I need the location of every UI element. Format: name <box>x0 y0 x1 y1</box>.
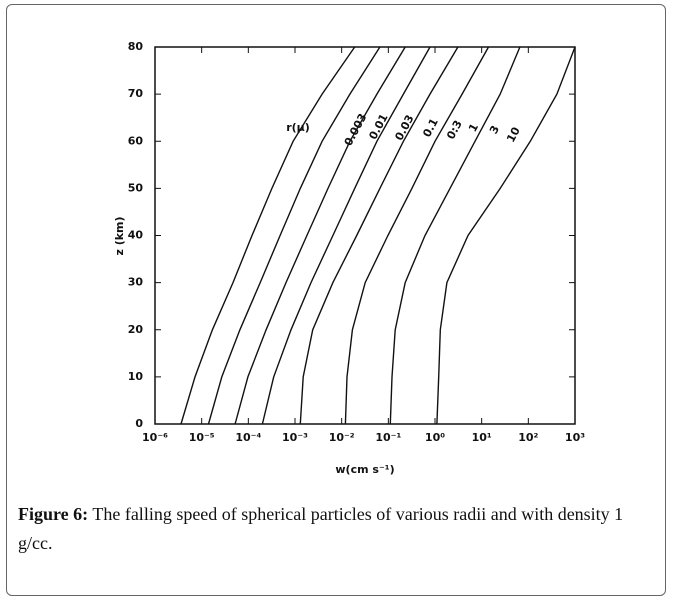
y-tick-label: 40 <box>128 229 144 242</box>
caption-text: The falling speed of spherical particles… <box>18 504 624 553</box>
y-tick-label: 30 <box>128 276 144 289</box>
curve-label: 1 <box>466 121 481 134</box>
x-tick-label: 10⁻² <box>329 431 355 444</box>
y-tick-label: 70 <box>128 87 144 100</box>
y-tick-label: 60 <box>128 134 144 147</box>
curve <box>207 46 381 425</box>
curve <box>234 46 406 425</box>
plot-frame <box>154 46 576 425</box>
curve-label: 0.003 <box>342 111 370 148</box>
y-tick-label: 50 <box>128 181 144 194</box>
caption-label: Figure 6: <box>18 504 89 524</box>
x-tick-label: 10⁻¹ <box>375 431 401 444</box>
x-tick-label: 10¹ <box>472 431 492 444</box>
curve <box>299 46 459 425</box>
y-tick-label: 10 <box>128 370 144 383</box>
curve <box>436 46 576 425</box>
x-tick-label: 10⁻⁴ <box>235 431 261 444</box>
caption: Figure 6: The falling speed of spherical… <box>18 500 658 558</box>
x-tick-label: 10⁻⁵ <box>189 431 215 444</box>
x-tick-label: 10⁻³ <box>282 431 308 444</box>
curve-label: 3 <box>487 123 502 136</box>
y-tick-label: 0 <box>135 417 143 430</box>
curve <box>389 46 521 425</box>
curve-label: 10 <box>504 125 523 145</box>
y-tick-label: 20 <box>128 323 144 336</box>
curve <box>261 46 431 425</box>
curve-label: 0:3 <box>444 118 465 142</box>
frame <box>6 4 666 596</box>
curve <box>180 46 356 425</box>
chart: r(μ) z (km) w(cm s⁻¹) 010203040506070801… <box>113 40 585 476</box>
curve <box>344 46 490 425</box>
y-tick-label: 80 <box>128 40 144 53</box>
x-tick-label: 10⁻⁶ <box>142 431 168 444</box>
y-axis-label: z (km) <box>113 216 126 255</box>
x-axis-label: w(cm s⁻¹) <box>335 463 394 476</box>
x-tick-label: 10³ <box>565 431 585 444</box>
x-tick-label: 10⁰ <box>425 431 445 444</box>
x-tick-label: 10² <box>518 431 538 444</box>
